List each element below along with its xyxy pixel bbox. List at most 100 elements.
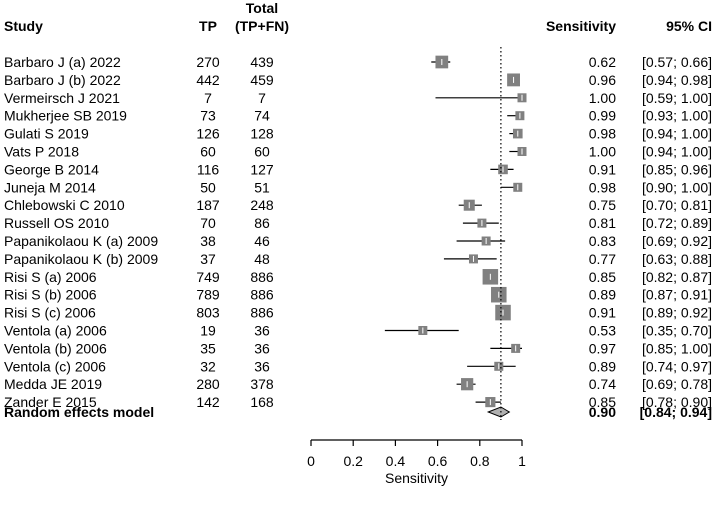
ci-value: [0.69; 0.78] (642, 376, 712, 392)
study-rows: Barbaro J (a) 2022 270 439 0.62 [0.57; 0.66]… (4, 54, 712, 410)
sensitivity-value: 0.77 (589, 251, 616, 267)
tp-value: 32 (200, 358, 216, 374)
tp-value: 442 (196, 72, 220, 88)
study-row: Vats P 2018 60 60 1.00 [0.94; 1.00] (4, 144, 712, 160)
sensitivity-value: 0.96 (589, 72, 616, 88)
tp-value: 116 (197, 161, 220, 177)
header-total-line2: (TP+FN) (235, 18, 289, 34)
study-row: Zander E 2015 142 168 0.85 [0.78; 0.90] (4, 394, 712, 410)
ci-value: [0.93; 1.00] (642, 108, 712, 124)
study-name: Juneja M 2014 (4, 179, 96, 195)
sensitivity-value: 0.97 (589, 340, 616, 356)
study-row: Barbaro J (b) 2022 442 459 0.96 [0.94; 0.98] (4, 72, 712, 88)
sensitivity-value: 1.00 (589, 144, 616, 160)
study-row: Gulati S 2019 126 128 0.98 [0.94; 1.00] (4, 126, 712, 142)
total-value: 127 (250, 161, 274, 177)
sensitivity-value: 0.81 (589, 215, 616, 231)
study-row: Mukherjee SB 2019 73 74 0.99 [0.93; 1.00] (4, 108, 712, 124)
total-value: 886 (250, 287, 274, 303)
total-value: 886 (250, 305, 274, 321)
total-value: 46 (254, 233, 270, 249)
ci-value: [0.87; 0.91] (642, 287, 712, 303)
sensitivity-value: 0.89 (589, 358, 616, 374)
x-tick-label: 0.2 (343, 453, 363, 469)
sensitivity-value: 0.62 (589, 54, 616, 70)
tp-value: 7 (204, 90, 212, 106)
total-value: 51 (254, 179, 270, 195)
tp-value: 142 (196, 394, 220, 410)
sensitivity-value: 0.85 (589, 394, 616, 410)
sensitivity-value: 0.85 (589, 269, 616, 285)
ci-value: [0.94; 0.98] (642, 72, 712, 88)
study-name: Ventola (b) 2006 (4, 340, 107, 356)
tp-value: 749 (196, 269, 220, 285)
total-value: 248 (250, 197, 274, 213)
sensitivity-value: 0.75 (589, 197, 616, 213)
tp-value: 19 (200, 323, 216, 339)
tp-value: 70 (200, 215, 216, 231)
tp-value: 35 (200, 340, 216, 356)
ci-value: [0.69; 0.92] (642, 233, 712, 249)
pooled-sensitivity: 0.90 (589, 404, 616, 420)
study-row: George B 2014 116 127 0.91 [0.85; 0.96] (4, 161, 712, 177)
tp-value: 270 (196, 54, 220, 70)
tp-value: 126 (196, 126, 220, 142)
total-value: 886 (250, 269, 274, 285)
study-row: Risi S (c) 2006 803 886 0.91 [0.89; 0.92] (4, 305, 712, 321)
total-value: 86 (254, 215, 270, 231)
ci-value: [0.85; 0.96] (642, 161, 712, 177)
study-row: Ventola (c) 2006 32 36 0.89 [0.74; 0.97] (4, 358, 712, 374)
tp-value: 789 (196, 287, 220, 303)
ci-value: [0.57; 0.66] (642, 54, 712, 70)
study-row: Papanikolaou K (b) 2009 37 48 0.77 [0.63; 0.… (4, 251, 712, 267)
sensitivity-value: 0.74 (589, 376, 616, 392)
sensitivity-value: 0.99 (589, 108, 616, 124)
total-value: 378 (250, 376, 274, 392)
pooled-label: Random effects model (4, 404, 154, 420)
study-row: Russell OS 2010 70 86 0.81 [0.72; 0.89] (4, 215, 712, 231)
x-tick-label: 0.8 (470, 453, 490, 469)
ci-value: [0.89; 0.92] (642, 305, 712, 321)
total-value: 36 (254, 340, 270, 356)
sensitivity-value: 0.83 (589, 233, 616, 249)
total-value: 459 (250, 72, 274, 88)
tp-value: 280 (196, 376, 220, 392)
total-value: 74 (254, 108, 270, 124)
study-row: Risi S (b) 2006 789 886 0.89 [0.87; 0.91] (4, 287, 712, 303)
x-tick-label: 0 (307, 453, 315, 469)
header-total-line1: Total (246, 0, 278, 16)
pooled-diamond (486, 406, 511, 418)
header-study: Study (4, 18, 43, 34)
study-row: Papanikolaou K (a) 2009 38 46 0.83 [0.69; 0.… (4, 233, 712, 249)
study-name: Barbaro J (a) 2022 (4, 54, 121, 70)
study-row: Risi S (a) 2006 749 886 0.85 [0.82; 0.87] (4, 269, 712, 285)
study-name: Zander E 2015 (4, 394, 97, 410)
sensitivity-value: 0.53 (589, 323, 616, 339)
study-name: Papanikolaou K (a) 2009 (4, 233, 158, 249)
tp-value: 73 (200, 108, 216, 124)
total-value: 128 (250, 126, 274, 142)
study-name: Papanikolaou K (b) 2009 (4, 251, 158, 267)
study-row: Ventola (b) 2006 35 36 0.97 [0.85; 1.00] (4, 340, 712, 356)
study-name: Risi S (a) 2006 (4, 269, 97, 285)
ci-value: [0.82; 0.87] (642, 269, 712, 285)
tp-value: 37 (200, 251, 216, 267)
header-ci: 95% CI (666, 18, 712, 34)
study-name: Chlebowski C 2010 (4, 197, 125, 213)
total-value: 36 (254, 323, 270, 339)
tp-value: 187 (196, 197, 220, 213)
total-value: 36 (254, 358, 270, 374)
header-sensitivity: Sensitivity (546, 18, 616, 34)
header-tp: TP (199, 18, 217, 34)
ci-value: [0.94; 1.00] (642, 144, 712, 160)
study-name: Vats P 2018 (4, 144, 79, 160)
ci-value: [0.59; 1.00] (642, 90, 712, 106)
ci-value: [0.90; 1.00] (642, 179, 712, 195)
study-name: Vermeirsch J 2021 (4, 90, 120, 106)
ci-value: [0.94; 1.00] (642, 126, 712, 142)
total-value: 60 (254, 144, 270, 160)
study-row: Medda JE 2019 280 378 0.74 [0.69; 0.78] (4, 376, 712, 392)
sensitivity-value: 0.98 (589, 179, 616, 195)
study-row: Chlebowski C 2010 187 248 0.75 [0.70; 0.81] (4, 197, 712, 213)
